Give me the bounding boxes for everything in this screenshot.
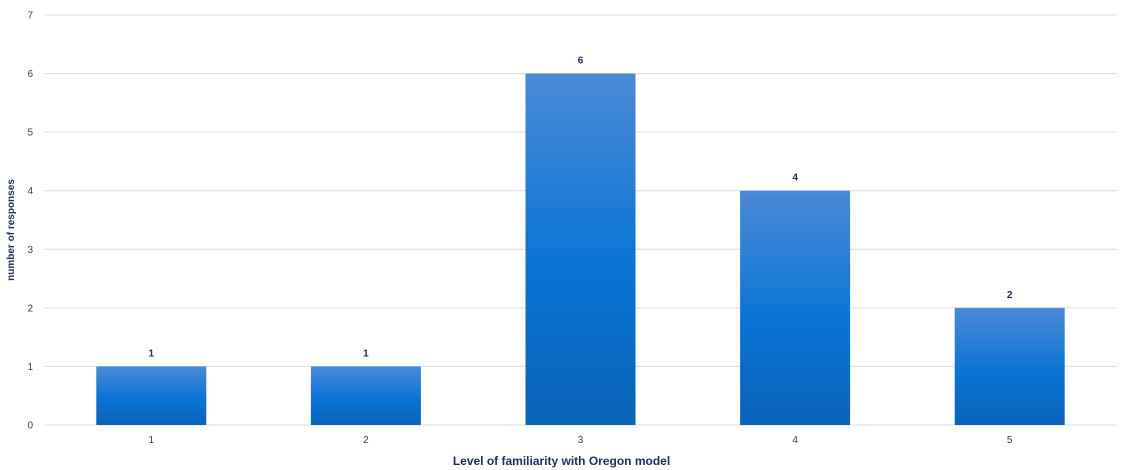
x-tick-label: 3 <box>578 435 584 446</box>
bar <box>954 307 1065 425</box>
x-axis-title: Level of familiarity with Oregon model <box>453 454 670 468</box>
y-tick-label: 0 <box>27 421 33 432</box>
data-label: 4 <box>792 173 798 184</box>
bar <box>310 366 421 425</box>
x-tick-label: 2 <box>363 435 369 446</box>
data-label: 1 <box>363 348 369 359</box>
x-axis-ticks: 1 2 3 4 5 <box>149 435 1013 446</box>
x-tick-label: 5 <box>1007 435 1013 446</box>
bar <box>96 366 207 425</box>
y-tick-label: 4 <box>27 186 33 197</box>
bar <box>525 73 636 426</box>
bar <box>740 190 851 425</box>
y-axis-ticks: 0 1 2 3 4 5 6 7 <box>27 11 33 432</box>
y-axis-title: number of responses <box>6 179 17 281</box>
y-tick-label: 1 <box>27 362 33 373</box>
data-label: 2 <box>1007 290 1013 301</box>
data-label: 6 <box>578 56 584 67</box>
y-tick-label: 5 <box>27 128 33 139</box>
y-tick-label: 7 <box>27 11 33 22</box>
y-tick-label: 3 <box>27 245 33 256</box>
data-labels: 1 1 6 4 2 <box>149 56 1013 360</box>
x-tick-label: 1 <box>149 435 155 446</box>
x-tick-label: 4 <box>792 435 798 446</box>
data-label: 1 <box>149 348 155 359</box>
bars <box>96 73 1065 426</box>
y-tick-label: 6 <box>27 69 33 80</box>
y-tick-label: 2 <box>27 303 33 314</box>
